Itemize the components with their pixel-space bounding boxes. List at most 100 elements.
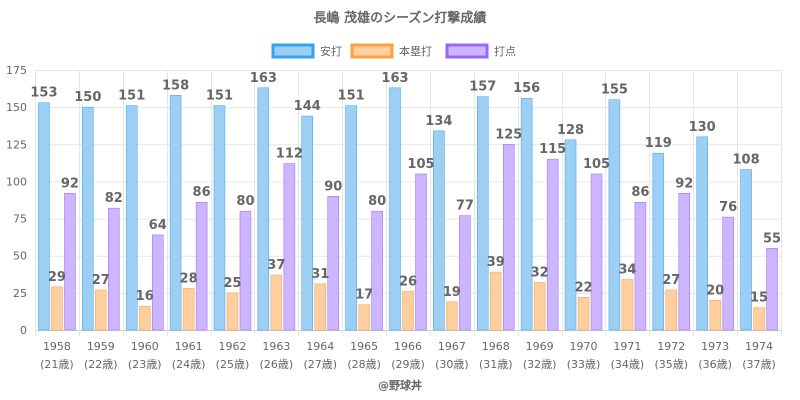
credit-label: @野球丼	[378, 378, 422, 392]
bar-home-runs	[358, 304, 370, 331]
bar-home-runs	[753, 307, 765, 331]
x-tick-sublabel: (31歳)	[479, 358, 513, 371]
data-label: 55	[763, 231, 781, 246]
y-tick-label: 25	[13, 287, 27, 300]
bar-rbi	[371, 210, 383, 331]
data-label: 151	[206, 89, 233, 104]
legend-label[interactable]: 安打	[320, 44, 342, 58]
data-labels: 1532992150278215116641582886151258016337…	[30, 71, 781, 306]
data-label: 82	[105, 191, 123, 206]
bar-hits	[433, 130, 445, 331]
bar-hits	[301, 115, 313, 331]
x-tick-label: 1965	[350, 340, 378, 353]
bar-rbi	[108, 207, 120, 331]
data-label: 151	[118, 89, 145, 104]
x-tick-label: 1959	[87, 340, 115, 353]
bar-rbi	[327, 196, 339, 331]
x-tick-label: 1968	[482, 340, 510, 353]
legend-swatch[interactable]	[271, 43, 315, 59]
bar-hits	[520, 97, 533, 331]
data-label: 105	[407, 157, 434, 172]
bar-home-runs	[138, 305, 151, 331]
data-label: 25	[223, 276, 241, 291]
x-tick-sublabel: (22歳)	[84, 358, 118, 371]
data-label: 26	[399, 274, 417, 289]
data-label: 163	[250, 71, 277, 86]
bar-hits	[257, 87, 270, 331]
bar-rbi	[64, 193, 76, 331]
data-label: 29	[48, 270, 66, 285]
bar-hits	[38, 102, 50, 331]
data-label: 39	[487, 255, 505, 270]
x-tick-sublabel: (27歳)	[303, 358, 337, 371]
y-axis: 0 25 50 75 100 125 150 175	[6, 64, 27, 337]
x-tick-label: 1962	[218, 340, 246, 353]
bar-rbi	[239, 210, 252, 331]
bar-home-runs	[577, 297, 590, 331]
x-tick-label: 1966	[394, 340, 422, 353]
bar-home-runs	[446, 301, 458, 331]
x-tick-label: 1960	[131, 340, 159, 353]
bar-hits	[652, 152, 665, 331]
x-tick-sublabel: (28歳)	[347, 358, 381, 371]
bar-rbi	[151, 234, 164, 331]
data-label: 86	[631, 185, 649, 200]
legend-swatch[interactable]	[350, 43, 394, 59]
x-tick-sublabel: (29歳)	[391, 358, 425, 371]
x-tick-sublabel: (21歳)	[40, 358, 74, 371]
data-label: 27	[92, 273, 110, 288]
legend: 安打 本塁打 打点	[271, 43, 516, 59]
y-tick-label: 0	[20, 324, 27, 337]
data-label: 64	[149, 218, 167, 233]
legend-swatch[interactable]	[445, 43, 489, 59]
bar-rbi	[590, 173, 603, 331]
bar-home-runs	[402, 291, 414, 331]
data-label: 92	[675, 176, 693, 191]
bar-hits	[740, 169, 752, 331]
data-label: 27	[662, 273, 680, 288]
x-tick-sublabel: (34歳)	[611, 358, 645, 371]
bar-home-runs	[314, 283, 326, 331]
data-label: 153	[30, 86, 57, 101]
bar-home-runs	[226, 292, 239, 331]
bar-rbi	[634, 201, 647, 331]
bar-rbi	[678, 193, 691, 331]
data-label: 28	[180, 271, 198, 286]
data-label: 158	[162, 78, 189, 93]
legend-label[interactable]: 本塁打	[399, 44, 432, 58]
data-label: 128	[557, 123, 584, 138]
x-tick-label: 1967	[438, 340, 466, 353]
x-tick-label: 1961	[175, 340, 203, 353]
bar-rbi	[283, 163, 296, 331]
x-tick-sublabel: (37歳)	[742, 358, 776, 371]
bar-rbi	[503, 144, 515, 331]
bar-hits	[477, 96, 489, 331]
y-tick-label: 125	[6, 138, 27, 151]
y-tick-label: 50	[13, 250, 27, 263]
bar-rbi	[546, 158, 559, 331]
data-label: 15	[750, 291, 768, 306]
data-label: 17	[355, 288, 373, 303]
x-tick-label: 1970	[570, 340, 598, 353]
bar-home-runs	[665, 289, 678, 331]
legend-label[interactable]: 打点	[494, 44, 516, 58]
bar-hits	[564, 139, 577, 331]
bar-home-runs	[621, 279, 634, 331]
bar-hits	[213, 105, 226, 331]
bar-rbi	[766, 248, 778, 331]
data-label: 37	[267, 258, 285, 273]
x-tick-sublabel: (32歳)	[523, 358, 557, 371]
data-label: 163	[381, 71, 408, 86]
grid	[35, 70, 782, 336]
data-label: 80	[236, 194, 254, 209]
x-tick-label: 1964	[306, 340, 334, 353]
data-label: 86	[193, 185, 211, 200]
data-label: 112	[276, 147, 303, 162]
data-label: 157	[469, 80, 496, 95]
bar-hits	[608, 99, 621, 331]
data-label: 119	[645, 136, 672, 151]
x-tick-sublabel: (30歳)	[435, 358, 469, 371]
bar-home-runs	[709, 300, 721, 331]
data-label: 76	[719, 200, 737, 215]
y-tick-label: 100	[6, 175, 27, 188]
